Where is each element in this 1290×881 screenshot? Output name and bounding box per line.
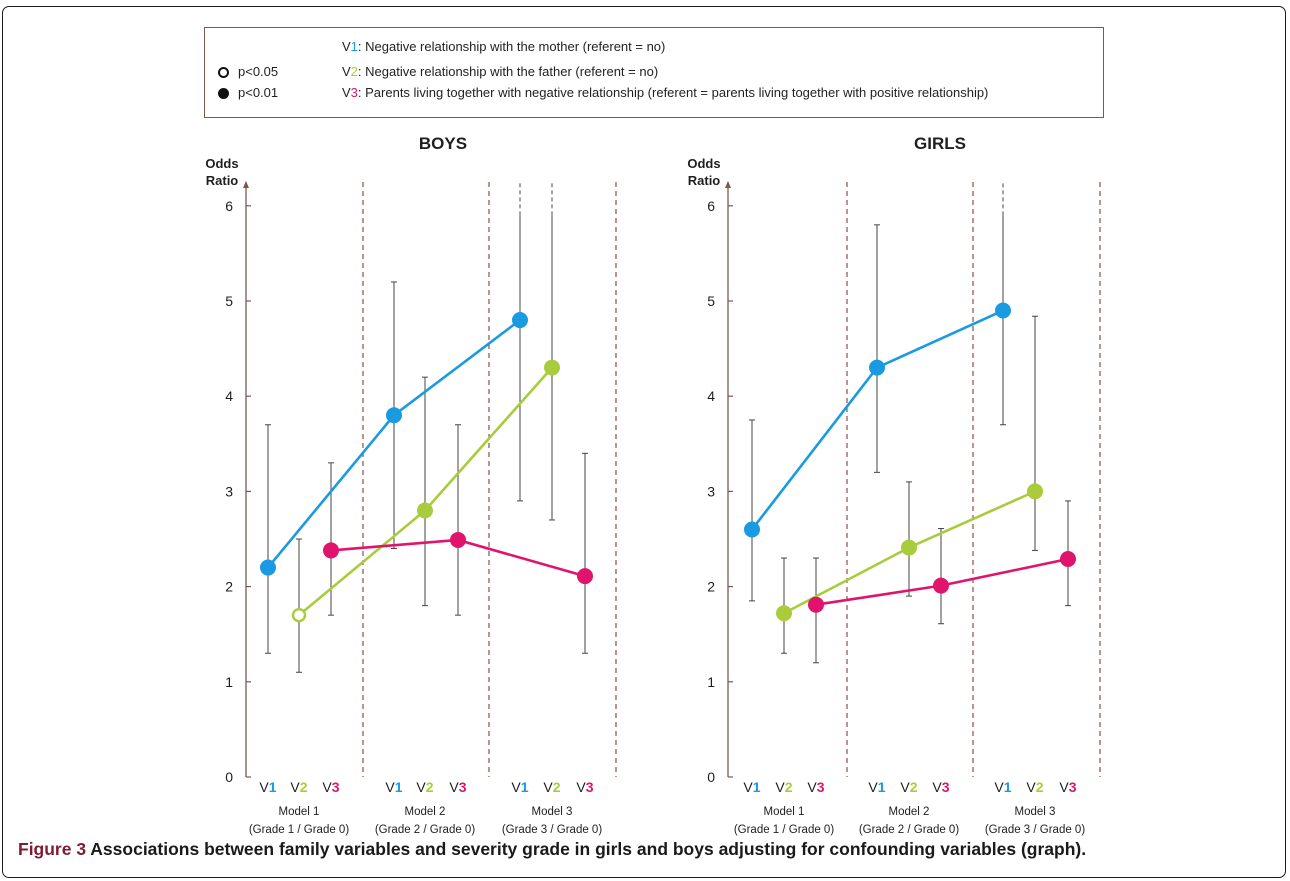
girls-xtick-label-m1-v3: V3: [807, 779, 824, 795]
girls-ytick-label-1: 1: [707, 674, 715, 690]
boys-xtick-label-m2-v3: V3: [449, 779, 466, 795]
boys-xtick-label-m3-v1: V1: [511, 779, 528, 795]
boys-v2-point-2: [417, 502, 433, 519]
boys-ytick-label-6: 6: [225, 198, 233, 214]
girls-xtick-label-m1-v2: V2: [775, 779, 792, 795]
boys-group-sublabel-1: (Grade 1 / Grade 0): [249, 824, 350, 836]
girls-ytick-label-2: 2: [707, 579, 715, 595]
girls-v2-point-3: [1027, 483, 1043, 500]
boys-group-label-3: Model 3: [532, 806, 573, 818]
boys-group-label-1: Model 1: [279, 806, 320, 818]
boys-group-sublabel-3: (Grade 3 / Grade 0): [502, 824, 603, 836]
girls-group-sublabel-2: (Grade 2 / Grade 0): [859, 824, 960, 836]
figure-frame: [2, 6, 1286, 878]
boys-ytick-label-5: 5: [225, 293, 233, 309]
girls-xtick-label-m2-v2: V2: [900, 779, 917, 795]
boys-v1-point-1: [260, 559, 276, 576]
boys-ytick-label-3: 3: [225, 483, 233, 499]
girls-v2-point-1: [776, 605, 792, 622]
boys-ylabel-line-1: Ratio: [206, 173, 239, 188]
legend-var-v1-num: 1: [350, 39, 358, 54]
boys-xtick-label-m2-v1: V1: [385, 779, 402, 795]
boys-xtick-label-m1-v2: V2: [290, 779, 307, 795]
boys-xtick-label-m1-v1: V1: [259, 779, 276, 795]
legend-var-v1-prefix: V: [342, 39, 351, 54]
girls-v3-point-1: [808, 596, 824, 613]
caption-text: Associations between family variables an…: [86, 839, 1087, 859]
girls-ytick-label-4: 4: [707, 388, 715, 404]
boys-ylabel-line-0: Odds: [205, 156, 238, 171]
boys-y-axis-arrow: [243, 181, 249, 188]
girls-ytick-label-5: 5: [707, 293, 715, 309]
girls-xtick-label-m2-v1: V1: [868, 779, 885, 795]
girls-group-sublabel-1: (Grade 1 / Grade 0): [734, 824, 835, 836]
girls-xtick-label-m3-v2: V2: [1026, 779, 1043, 795]
girls-chart-title: GIRLS: [914, 134, 966, 153]
girls-group-label-2: Model 2: [889, 806, 930, 818]
girls-group-sublabel-3: (Grade 3 / Grade 0): [985, 824, 1086, 836]
legend-var-v2-prefix: V: [342, 64, 351, 79]
girls-v1-point-1: [744, 521, 760, 538]
girls-v3-point-3: [1060, 550, 1076, 567]
girls-y-axis-arrow: [725, 181, 731, 188]
boys-v1-point-2: [386, 407, 402, 424]
boys-v3-point-2: [450, 531, 466, 548]
boys-ytick-label-0: 0: [225, 769, 233, 785]
legend-var-v2: V2: Negative relationship with the fathe…: [342, 64, 658, 79]
girls-group-label-3: Model 3: [1015, 806, 1056, 818]
legend-var-v2-num: 2: [350, 64, 358, 79]
girls-ytick-label-6: 6: [707, 198, 715, 214]
boys-xtick-label-m1-v3: V3: [322, 779, 339, 795]
figure-caption: Figure 3 Associations between family var…: [18, 839, 1086, 860]
girls-xtick-label-m2-v3: V3: [932, 779, 949, 795]
boys-ytick-label-1: 1: [225, 674, 233, 690]
legend-sig-label-0: p<0.05: [238, 64, 279, 79]
boys-v3-point-3: [577, 568, 593, 585]
boys-group-sublabel-2: (Grade 2 / Grade 0): [375, 824, 476, 836]
caption-label: Figure 3: [18, 839, 87, 859]
boys-xtick-label-m3-v2: V2: [543, 779, 560, 795]
girls-xtick-label-m3-v1: V1: [994, 779, 1011, 795]
girls-xtick-label-m1-v1: V1: [743, 779, 760, 795]
girls-ytick-label-3: 3: [707, 483, 715, 499]
filled-circle-marker: [218, 88, 229, 99]
legend-var-v3: V3: Parents living together with negativ…: [342, 85, 988, 100]
legend-var-v1: V1: Negative relationship with the mothe…: [342, 39, 665, 54]
boys-group-label-2: Model 2: [405, 806, 446, 818]
girls-ylabel-line-1: Ratio: [688, 173, 721, 188]
legend-var-v3-prefix: V: [342, 85, 351, 100]
girls-ytick-label-0: 0: [707, 769, 715, 785]
girls-group-label-1: Model 1: [764, 806, 805, 818]
legend-var-v3-num: 3: [350, 85, 358, 100]
legend-var-v1-text: : Negative relationship with the mother …: [357, 39, 666, 54]
girls-v3-point-2: [933, 577, 949, 594]
boys-xtick-label-m3-v3: V3: [576, 779, 593, 795]
legend-sig-label-1: p<0.01: [238, 85, 279, 100]
girls-v1-point-3: [995, 302, 1011, 319]
boys-v1-point-3: [512, 312, 528, 329]
girls-v1-point-2: [869, 359, 885, 376]
boys-xtick-label-m2-v2: V2: [416, 779, 433, 795]
open-circle-marker: [218, 67, 229, 78]
girls-v2-point-2: [901, 539, 917, 556]
boys-v3-point-1: [323, 542, 339, 559]
girls-xtick-label-m3-v3: V3: [1059, 779, 1076, 795]
legend-var-v2-text: : Negative relationship with the father …: [357, 64, 659, 79]
legend-var-v3-text: : Parents living together with negative …: [357, 85, 989, 100]
legend-box: p<0.05 p<0.01 V1: Negative relationship …: [204, 27, 1104, 118]
boys-ytick-label-4: 4: [225, 388, 233, 404]
boys-chart-title: BOYS: [419, 134, 467, 153]
boys-v2-point-1: [291, 607, 307, 623]
boys-v2-point-3: [544, 359, 560, 376]
girls-ylabel-line-0: Odds: [687, 156, 720, 171]
boys-ytick-label-2: 2: [225, 579, 233, 595]
